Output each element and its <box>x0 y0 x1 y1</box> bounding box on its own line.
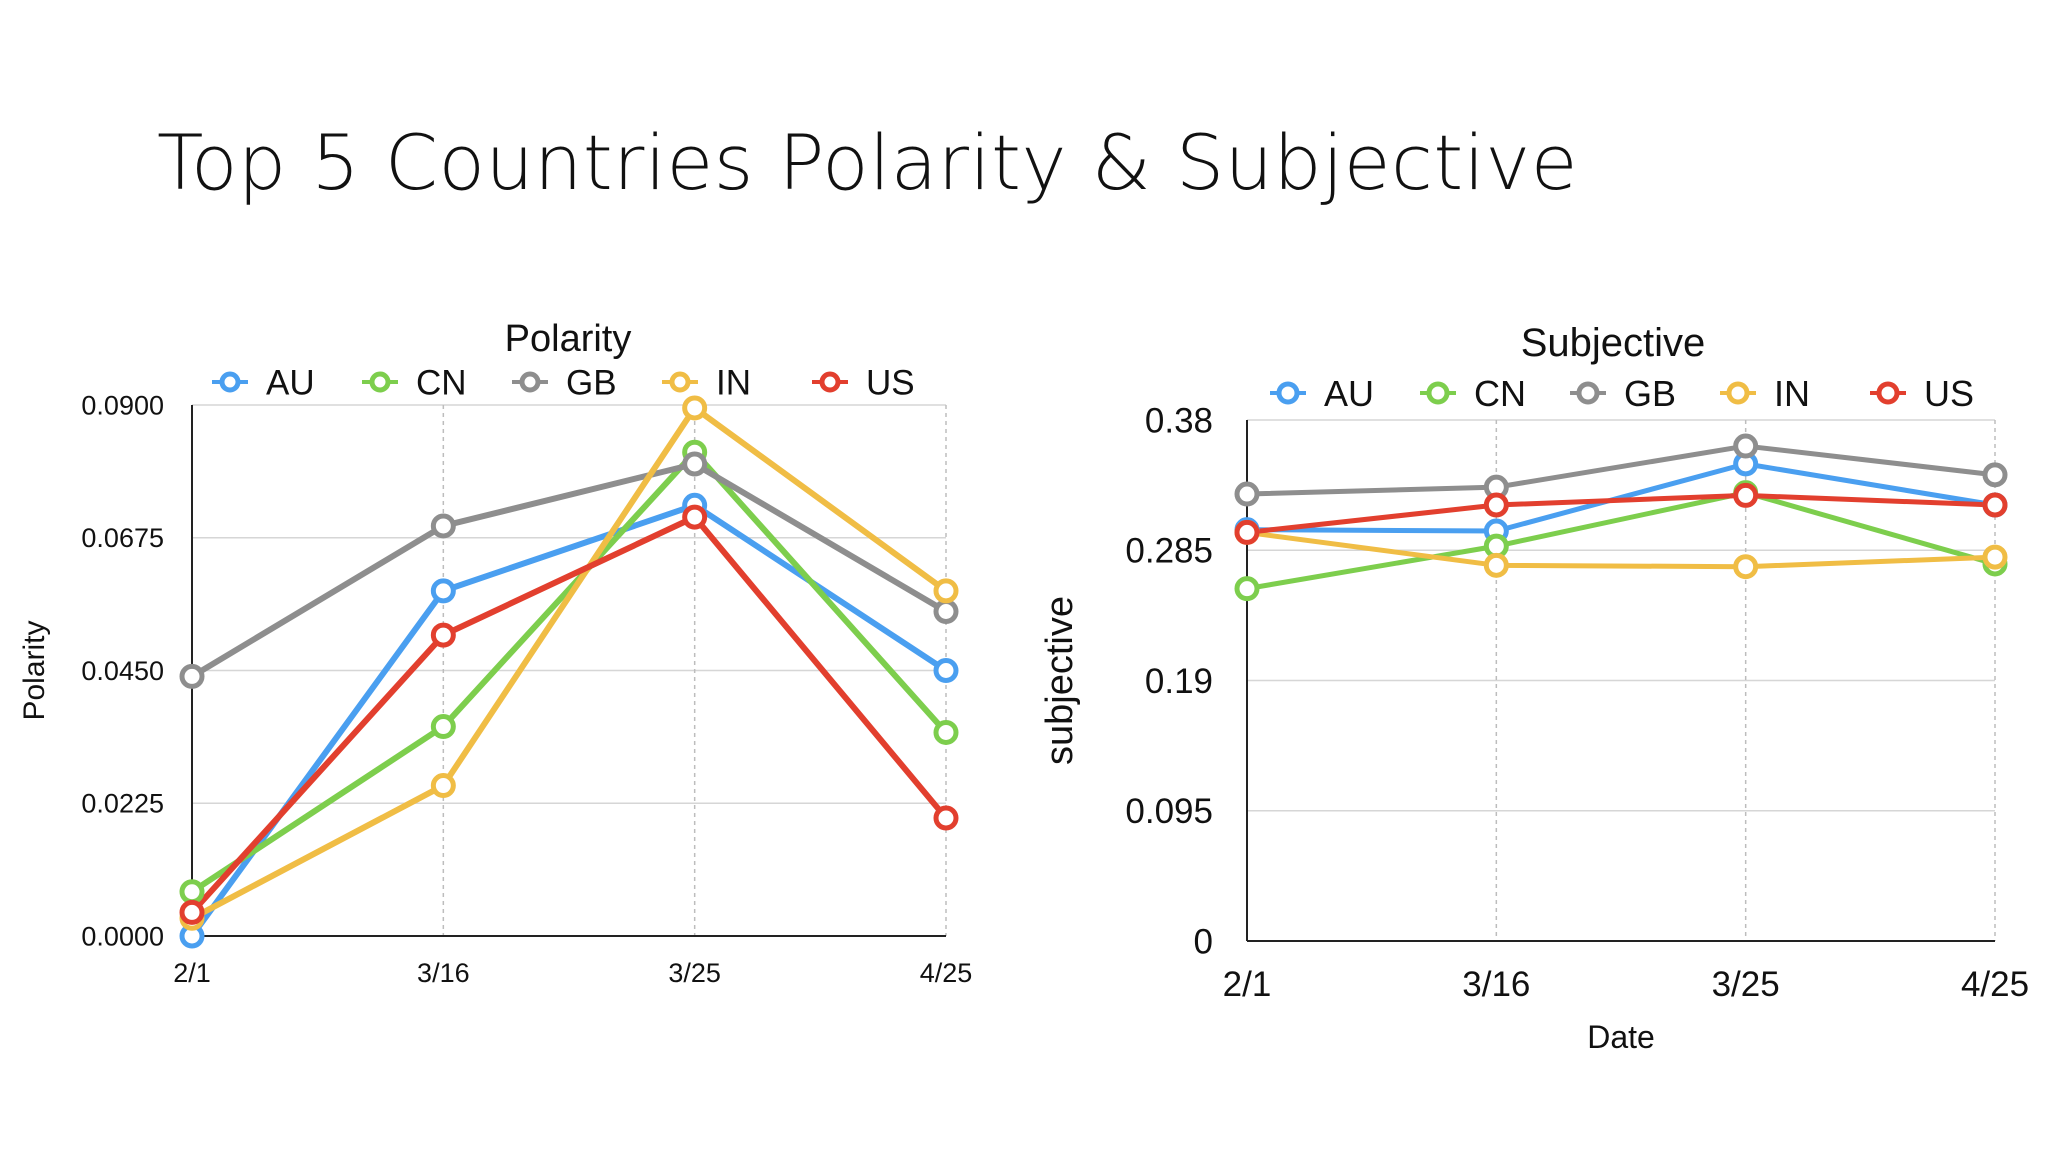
legend-marker-us <box>819 371 841 393</box>
y-tick-label: 0.095 <box>1125 792 1213 831</box>
legend-marker-in <box>669 371 691 393</box>
legend-marker-au <box>1276 381 1300 405</box>
legend-marker-in <box>1726 381 1750 405</box>
data-point-gb <box>1982 462 2008 488</box>
legend-label-in: IN <box>1774 373 1810 414</box>
data-point-cn <box>179 879 205 905</box>
series-line-in <box>189 404 949 922</box>
data-point-au <box>933 658 959 683</box>
polarity-chart: 0.0000 0.0225 0.0450 0.0675 0.0900 2/1 3/16 3/2… <box>18 318 973 988</box>
legend-label-us: US <box>866 364 915 403</box>
legend-label-gb: GB <box>1624 373 1676 414</box>
x-tick-label: 4/25 <box>1961 965 2029 1004</box>
legend-marker-cn <box>1426 381 1450 405</box>
y-axis-label: Polarity <box>18 620 51 720</box>
data-point-us <box>430 622 456 648</box>
legend-label-in: IN <box>716 364 751 403</box>
legend-marker-cn <box>369 371 391 393</box>
y-tick-label: 0.38 <box>1145 401 1213 440</box>
x-tick-label: 2/1 <box>173 958 211 988</box>
x-tick-label: 2/1 <box>1223 965 1272 1004</box>
data-point-us <box>1733 482 1759 508</box>
legend-label-au: AU <box>1324 373 1374 414</box>
x-tick-label: 3/16 <box>417 958 470 988</box>
chart-title: Subjective <box>1521 321 1706 365</box>
slide-title: Top 5 Countries Polarity & Subjective <box>157 118 1578 207</box>
data-point-cn <box>933 719 959 745</box>
data-point-in <box>1733 554 1759 580</box>
x-axis-label: Date <box>1587 1019 1655 1055</box>
data-point-gb <box>1234 481 1260 507</box>
legend-marker-au <box>219 371 241 393</box>
legend-marker-us <box>1876 381 1900 405</box>
data-point-cn <box>1234 576 1260 602</box>
y-axis-label: subjective <box>1039 596 1081 765</box>
data-point-in <box>933 578 959 604</box>
legend-label-gb: GB <box>566 364 617 403</box>
legend-label-au: AU <box>266 364 315 403</box>
x-tick-label: 3/25 <box>668 958 721 988</box>
chart-title: Polarity <box>505 318 632 360</box>
y-tick-label: 0.0000 <box>81 921 164 951</box>
y-tick-label: 0.0225 <box>81 789 164 819</box>
series-line-gb <box>1244 443 1998 497</box>
x-tick-label: 3/25 <box>1712 965 1780 1004</box>
data-point-cn <box>430 714 456 740</box>
series-line-us <box>1244 492 1998 535</box>
data-point-us <box>1234 519 1260 545</box>
data-point-in <box>1982 544 2008 570</box>
series-line-cn <box>189 449 949 895</box>
data-point-au <box>430 578 456 604</box>
data-point-in <box>682 395 708 421</box>
subjective-chart: 0 0.095 0.19 0.285 0.38 2/1 3/16 3/25 4/25 Subjec… <box>1039 321 2029 1055</box>
x-tick-label: 4/25 <box>920 958 973 988</box>
data-point-us <box>1982 492 2008 518</box>
series-line-us <box>189 514 949 916</box>
data-point-in <box>430 773 456 799</box>
series-line-au <box>1244 461 1998 534</box>
series-line-gb <box>189 461 949 680</box>
data-point-gb <box>179 663 205 689</box>
x-tick-label: 3/16 <box>1462 965 1530 1004</box>
series-line-cn <box>1244 490 1998 592</box>
y-tick-label: 0.19 <box>1145 662 1213 701</box>
data-point-us <box>1483 492 1509 518</box>
data-point-us <box>682 504 708 530</box>
y-tick-label: 0.0675 <box>81 523 164 553</box>
data-point-in <box>1483 552 1509 578</box>
data-point-gb <box>682 451 708 477</box>
data-point-gb <box>933 599 959 624</box>
data-point-us <box>933 805 959 831</box>
data-point-gb <box>430 513 456 539</box>
y-tick-label: 0 <box>1194 922 1213 961</box>
data-point-us <box>179 899 205 925</box>
legend-label-cn: CN <box>416 364 467 403</box>
legend-marker-gb <box>1576 381 1600 405</box>
legend-label-cn: CN <box>1474 373 1526 414</box>
y-tick-label: 0.0450 <box>81 656 164 686</box>
legend-label-us: US <box>1924 373 1974 414</box>
series-line-in <box>1244 529 1998 570</box>
series-line-au <box>189 502 949 939</box>
legend-marker-gb <box>519 371 541 393</box>
y-tick-label: 0.285 <box>1125 532 1213 571</box>
data-point-gb <box>1733 433 1759 459</box>
y-tick-label: 0.0900 <box>81 390 164 420</box>
